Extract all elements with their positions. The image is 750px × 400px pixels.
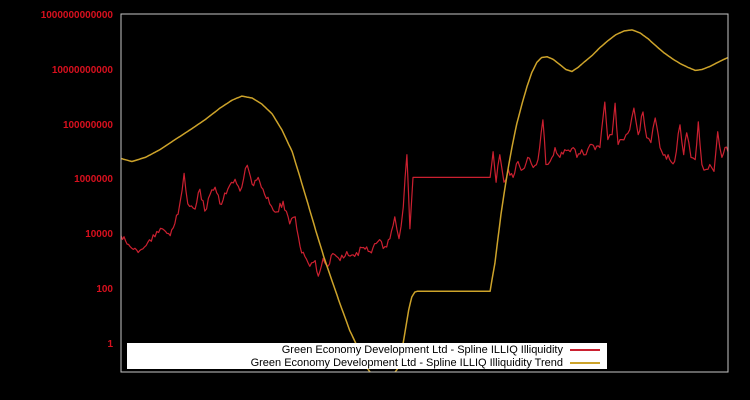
legend-item-trend: Green Economy Development Ltd - Spline I… — [127, 356, 607, 369]
legend: Green Economy Development Ltd - Spline I… — [127, 343, 607, 369]
legend-line-sample-illiquidity-icon — [570, 348, 600, 351]
legend-line-sample-trend-icon — [570, 361, 600, 364]
legend-label-trend: Green Economy Development Ltd - Spline I… — [250, 356, 563, 369]
y-tick-label: 1000000 — [74, 174, 113, 186]
legend-label-illiquidity: Green Economy Development Ltd - Spline I… — [281, 343, 563, 356]
illiquidity-series-line — [121, 101, 728, 277]
y-tick-label: 10000 — [85, 229, 113, 241]
y-tick-label: 100000000 — [62, 119, 113, 131]
legend-item-illiquidity: Green Economy Development Ltd - Spline I… — [127, 343, 607, 356]
y-tick-label: 100 — [96, 283, 113, 295]
y-tick-label: 1 — [107, 338, 113, 350]
illiquidity-trend-line — [121, 29, 728, 372]
plot-border — [120, 13, 729, 373]
y-tick-label: 10000000000 — [51, 64, 113, 76]
y-tick-label: 1000000000000 — [40, 10, 113, 22]
